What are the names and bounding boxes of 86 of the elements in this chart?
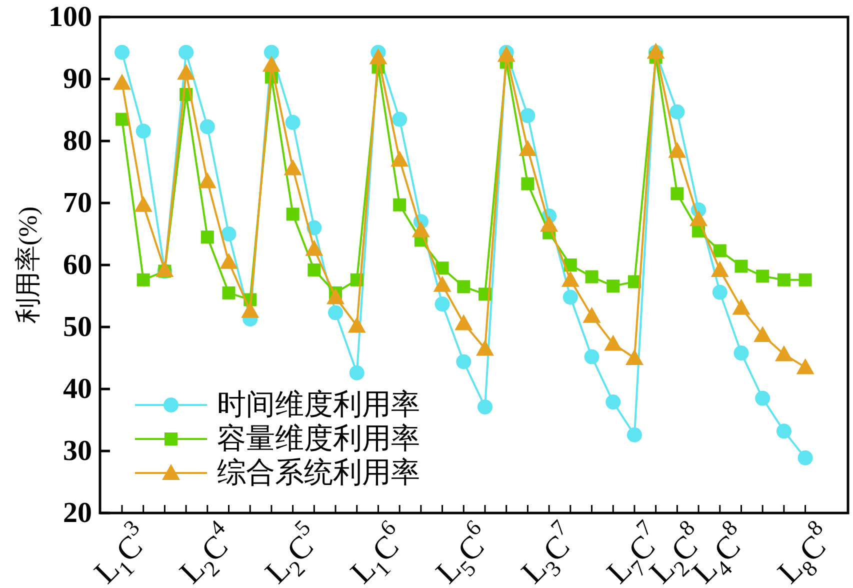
point xyxy=(712,284,728,300)
y-tick-label: 80 xyxy=(63,125,92,157)
point xyxy=(584,349,600,364)
point xyxy=(286,208,300,221)
point xyxy=(328,305,344,320)
point xyxy=(776,424,792,439)
point xyxy=(436,262,449,275)
point xyxy=(221,226,236,242)
point xyxy=(390,150,409,167)
point xyxy=(606,394,621,410)
point xyxy=(305,240,324,256)
point xyxy=(222,286,236,300)
point xyxy=(710,260,729,277)
point xyxy=(393,198,406,212)
point xyxy=(349,365,364,380)
point xyxy=(756,270,770,283)
point xyxy=(606,280,620,293)
point xyxy=(112,74,131,90)
legend-label: 时间维度利用率 xyxy=(217,389,420,421)
point xyxy=(670,187,684,200)
point xyxy=(561,270,580,287)
point xyxy=(200,119,215,134)
point xyxy=(668,142,686,158)
point xyxy=(456,354,472,370)
point xyxy=(798,450,813,466)
point xyxy=(690,210,708,226)
point xyxy=(585,270,598,284)
point xyxy=(732,298,750,315)
point xyxy=(115,112,128,126)
point xyxy=(626,427,642,442)
y-tick-label: 90 xyxy=(63,63,92,95)
legend-label: 综合系统利用率 xyxy=(217,457,420,489)
point xyxy=(392,112,408,127)
y-tick-label: 40 xyxy=(63,373,92,405)
point xyxy=(625,349,644,365)
point xyxy=(774,345,793,362)
y-tick-label: 100 xyxy=(48,1,92,33)
y-axis-title: 利用率(%) xyxy=(14,206,42,324)
point xyxy=(796,358,814,374)
point xyxy=(734,260,748,273)
point xyxy=(284,159,302,176)
point xyxy=(670,104,685,120)
point xyxy=(198,172,216,188)
point xyxy=(604,334,622,351)
point xyxy=(457,280,470,294)
point xyxy=(264,44,279,60)
point xyxy=(582,306,601,323)
point xyxy=(798,273,812,286)
point xyxy=(220,252,238,269)
y-tick-label: 60 xyxy=(63,249,92,281)
point xyxy=(476,340,494,356)
point xyxy=(285,114,300,130)
point xyxy=(562,290,578,305)
point xyxy=(177,64,196,80)
point xyxy=(348,316,366,333)
point xyxy=(521,177,534,190)
point xyxy=(134,196,152,212)
point xyxy=(477,399,492,414)
point xyxy=(308,263,321,276)
point xyxy=(326,288,345,304)
y-tick-label: 30 xyxy=(63,435,92,467)
point xyxy=(434,296,450,312)
point xyxy=(433,276,452,292)
point xyxy=(777,273,790,286)
point xyxy=(262,56,280,72)
point xyxy=(713,244,726,258)
point xyxy=(136,124,151,139)
point xyxy=(178,44,194,60)
point xyxy=(136,273,150,286)
y-tick-label: 70 xyxy=(63,187,92,219)
y-tick-label: 50 xyxy=(63,311,92,343)
legend-label: 容量维度利用率 xyxy=(217,423,420,455)
point xyxy=(369,48,388,64)
point xyxy=(200,230,214,244)
point xyxy=(754,326,772,342)
point xyxy=(454,314,473,330)
y-tick-label: 20 xyxy=(63,497,92,529)
point xyxy=(520,108,536,124)
point xyxy=(114,44,130,60)
point xyxy=(755,390,770,406)
point xyxy=(540,216,558,232)
point xyxy=(412,221,430,238)
point xyxy=(241,302,260,318)
point xyxy=(156,260,174,277)
point xyxy=(734,346,749,361)
point xyxy=(518,140,537,156)
